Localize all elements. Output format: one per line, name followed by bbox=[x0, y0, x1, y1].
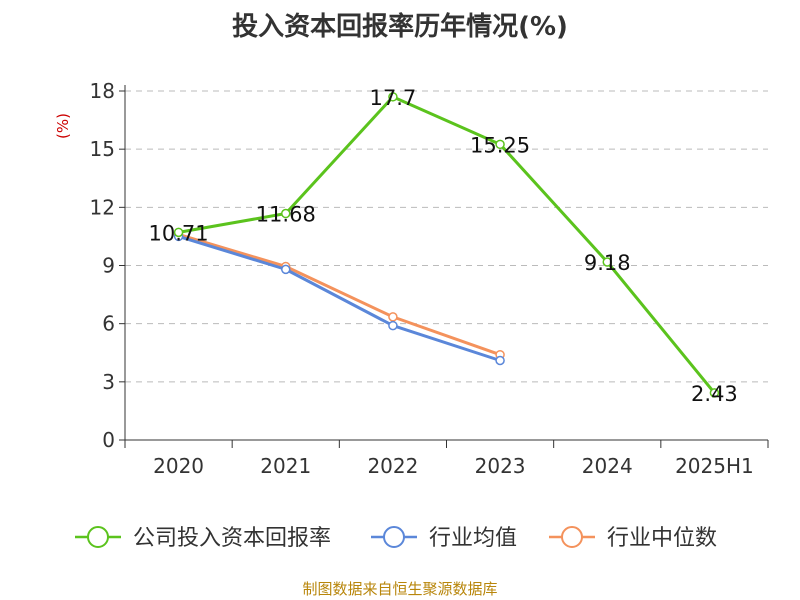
y-tick-label: 9 bbox=[102, 254, 115, 278]
y-tick-label: 12 bbox=[90, 195, 115, 219]
y-tick-label: 0 bbox=[102, 428, 115, 452]
data-point bbox=[388, 92, 398, 102]
series-line-2 bbox=[178, 233, 501, 357]
data-point bbox=[281, 208, 291, 219]
axes: 0 3 6 9 12 15 18 2020 2021 2022 2023 2024 2025H1 bbox=[90, 79, 769, 478]
data-labels: 10.71 11.68 17.7 15.25 9.18 2.43 bbox=[149, 86, 738, 406]
legend-label: 行业中位数 bbox=[607, 526, 717, 551]
x-tick-label: 2023 bbox=[475, 454, 526, 478]
legend-label: 公司投入资本回报率 bbox=[133, 526, 331, 551]
series-lines bbox=[173, 92, 720, 398]
x-tick-label: 2022 bbox=[367, 454, 418, 478]
legend-marker bbox=[383, 526, 405, 548]
grid-lines bbox=[125, 90, 768, 383]
data-point bbox=[173, 227, 184, 238]
x-tick-label: 2025H1 bbox=[675, 454, 754, 478]
series-line-1 bbox=[178, 234, 501, 362]
data-point bbox=[495, 355, 505, 366]
chart-title: 投入资本回报率历年情况(%) bbox=[232, 12, 568, 42]
legend-marker bbox=[561, 526, 583, 548]
legend-item-1: 行业均值 bbox=[371, 526, 517, 551]
data-point bbox=[495, 139, 505, 150]
data-point bbox=[281, 264, 291, 275]
y-tick-label: 3 bbox=[102, 370, 115, 394]
y-tick-label: 18 bbox=[90, 79, 115, 103]
data-label: 10.71 bbox=[149, 221, 209, 245]
series-line-0 bbox=[178, 95, 716, 394]
data-point bbox=[388, 312, 398, 322]
legend: 公司投入资本回报率 行业均值 行业中位数 bbox=[75, 526, 717, 551]
legend-marker bbox=[87, 526, 109, 548]
data-label: 2.43 bbox=[691, 382, 738, 406]
source-note: 制图数据来自恒生聚源数据库 bbox=[302, 580, 498, 598]
y-tick-label: 6 bbox=[102, 312, 115, 336]
data-label: 17.7 bbox=[370, 86, 417, 110]
data-label: 15.25 bbox=[470, 133, 530, 157]
data-label: 11.68 bbox=[256, 203, 316, 227]
y-tick-label: 15 bbox=[90, 137, 115, 161]
legend-item-0: 公司投入资本回报率 bbox=[75, 526, 331, 551]
legend-label: 行业均值 bbox=[429, 526, 517, 551]
x-tick-label: 2021 bbox=[260, 454, 311, 478]
legend-item-2: 行业中位数 bbox=[549, 526, 717, 551]
data-label: 9.18 bbox=[584, 251, 631, 275]
y-axis-label: (%) bbox=[54, 113, 72, 139]
data-point bbox=[388, 320, 398, 331]
x-tick-label: 2024 bbox=[582, 454, 633, 478]
x-tick-label: 2020 bbox=[153, 454, 204, 478]
data-point bbox=[709, 388, 720, 398]
data-point bbox=[602, 257, 612, 267]
